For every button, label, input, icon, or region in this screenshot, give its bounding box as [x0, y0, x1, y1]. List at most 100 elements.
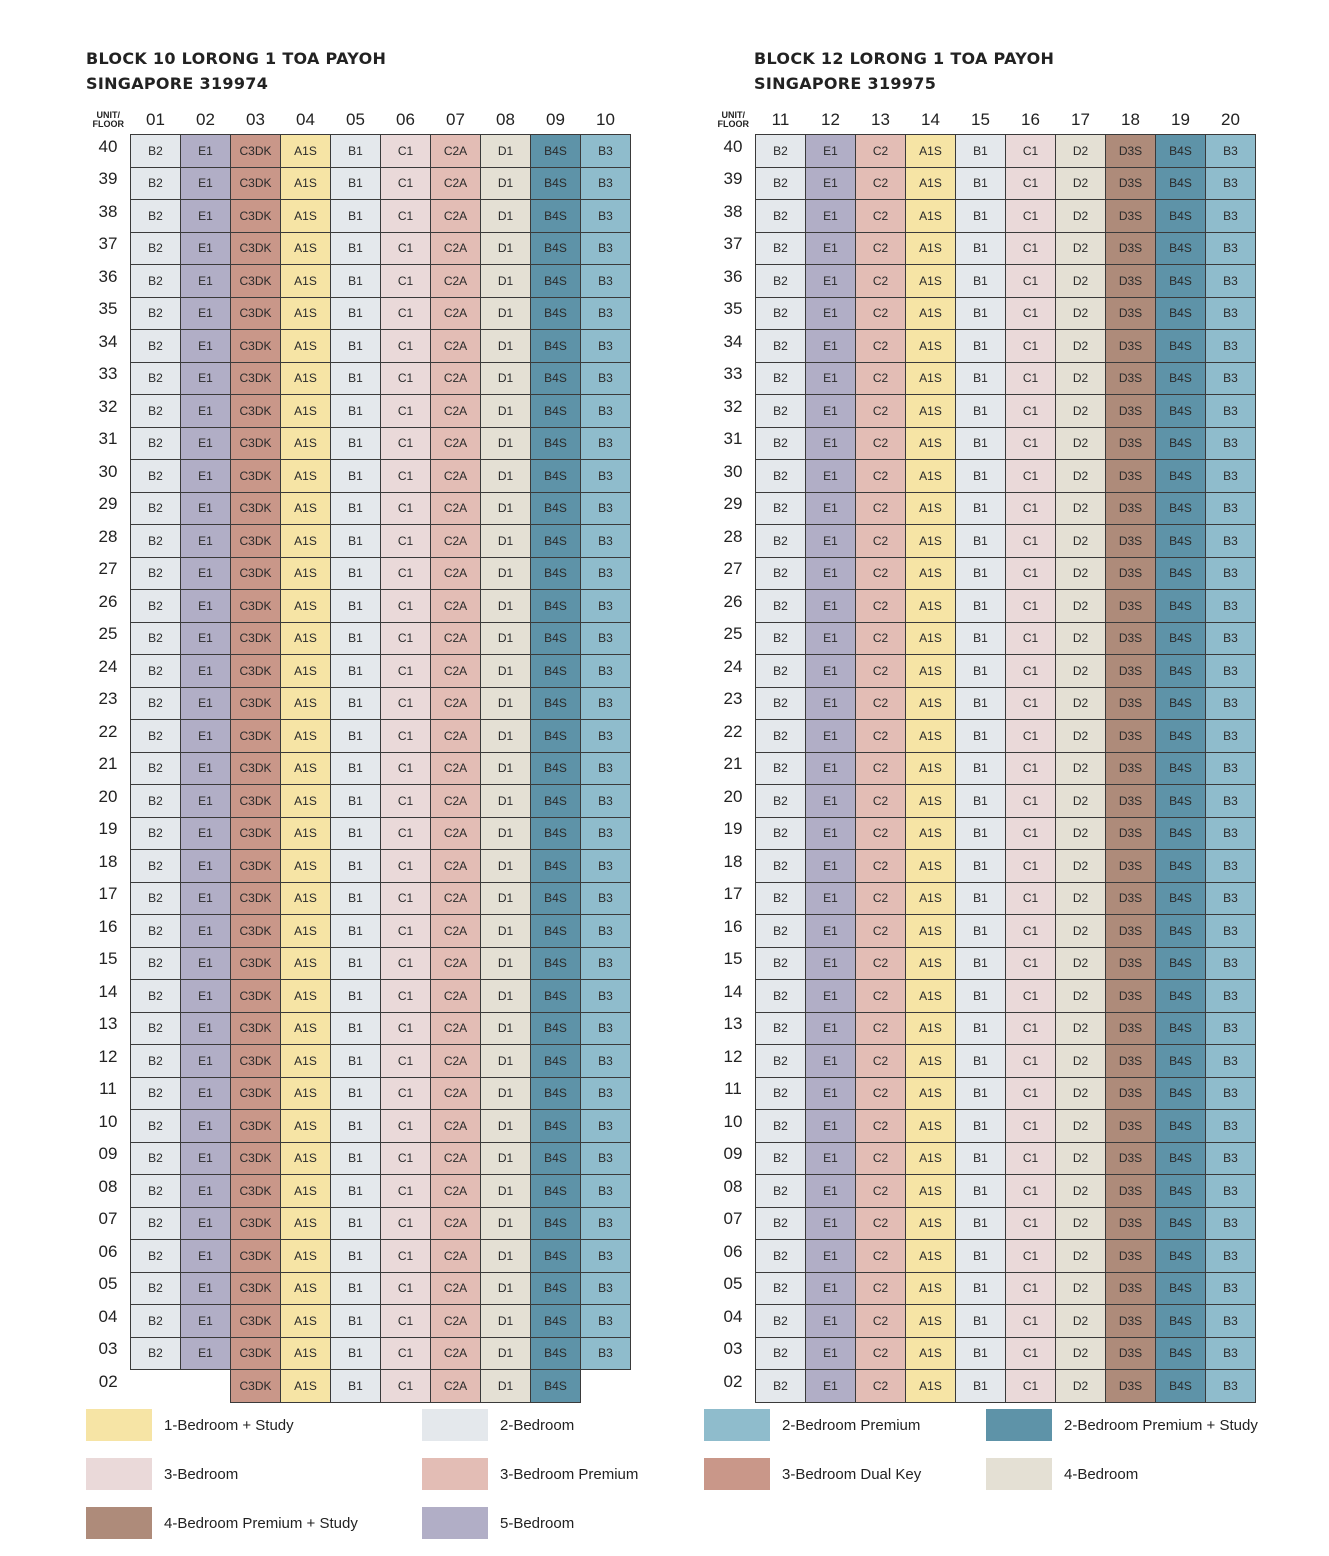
unit-cell[interactable]: D1	[480, 1174, 531, 1208]
unit-cell[interactable]: C1	[1005, 1141, 1056, 1175]
unit-cell[interactable]: E1	[805, 1271, 856, 1305]
unit-cell[interactable]: A1S	[280, 914, 331, 948]
unit-cell[interactable]: D1	[480, 1206, 531, 1240]
unit-cell[interactable]: B1	[330, 1304, 381, 1338]
unit-cell[interactable]: A1S	[280, 264, 331, 298]
unit-cell[interactable]: A1S	[280, 751, 331, 785]
unit-cell[interactable]: B4S	[1155, 751, 1206, 785]
unit-cell[interactable]: D3S	[1105, 556, 1156, 590]
unit-cell[interactable]: C2A	[430, 914, 481, 948]
unit-cell[interactable]: E1	[180, 719, 231, 753]
unit-cell[interactable]: B1	[330, 1239, 381, 1273]
unit-cell[interactable]: E1	[805, 166, 856, 200]
unit-cell[interactable]: C3DK	[230, 686, 281, 720]
unit-cell[interactable]: A1S	[280, 1206, 331, 1240]
unit-cell[interactable]: D2	[1055, 881, 1106, 915]
unit-cell[interactable]: C3DK	[230, 881, 281, 915]
unit-cell[interactable]: D3S	[1105, 459, 1156, 493]
unit-cell[interactable]: D2	[1055, 394, 1106, 428]
unit-cell[interactable]: D2	[1055, 134, 1106, 168]
unit-cell[interactable]: B3	[580, 231, 631, 265]
unit-cell[interactable]: D2	[1055, 914, 1106, 948]
unit-cell[interactable]: B2	[130, 849, 181, 883]
unit-cell[interactable]: B4S	[1155, 361, 1206, 395]
unit-cell[interactable]: D2	[1055, 1271, 1106, 1305]
unit-cell[interactable]: C1	[1005, 751, 1056, 785]
unit-cell[interactable]: C1	[1005, 589, 1056, 623]
unit-cell[interactable]: D2	[1055, 231, 1106, 265]
unit-cell[interactable]: C1	[1005, 686, 1056, 720]
unit-cell[interactable]: B1	[955, 1239, 1006, 1273]
unit-cell[interactable]: B1	[330, 166, 381, 200]
unit-cell[interactable]: E1	[805, 946, 856, 980]
unit-cell[interactable]: B3	[1205, 719, 1256, 753]
unit-cell[interactable]: B1	[955, 1336, 1006, 1370]
unit-cell[interactable]: D3S	[1105, 1141, 1156, 1175]
unit-cell[interactable]: B3	[1205, 784, 1256, 818]
unit-cell[interactable]: E1	[805, 1141, 856, 1175]
unit-cell[interactable]: C1	[380, 459, 431, 493]
unit-cell[interactable]: C2	[855, 1109, 906, 1143]
unit-cell[interactable]: D3S	[1105, 491, 1156, 525]
unit-cell[interactable]: C1	[1005, 394, 1056, 428]
unit-cell[interactable]: C1	[380, 979, 431, 1013]
unit-cell[interactable]: E1	[805, 686, 856, 720]
unit-cell[interactable]: C2	[855, 686, 906, 720]
unit-cell[interactable]: C3DK	[230, 199, 281, 233]
unit-cell[interactable]: E1	[805, 881, 856, 915]
unit-cell[interactable]: D1	[480, 361, 531, 395]
unit-cell[interactable]: B3	[1205, 1044, 1256, 1078]
unit-cell[interactable]: B3	[580, 751, 631, 785]
unit-cell[interactable]: D1	[480, 719, 531, 753]
unit-cell[interactable]: C1	[380, 914, 431, 948]
unit-cell[interactable]: E1	[180, 1141, 231, 1175]
unit-cell[interactable]: B3	[1205, 654, 1256, 688]
unit-cell[interactable]: C2	[855, 134, 906, 168]
unit-cell[interactable]: B1	[955, 524, 1006, 558]
unit-cell[interactable]: D1	[480, 459, 531, 493]
unit-cell[interactable]: E1	[805, 296, 856, 330]
unit-cell[interactable]: A1S	[905, 1239, 956, 1273]
unit-cell[interactable]: B2	[755, 914, 806, 948]
unit-cell[interactable]: C1	[380, 1336, 431, 1370]
unit-cell[interactable]: B2	[130, 556, 181, 590]
unit-cell[interactable]: B1	[330, 329, 381, 363]
unit-cell[interactable]: B3	[580, 1336, 631, 1370]
unit-cell[interactable]: B2	[755, 394, 806, 428]
unit-cell[interactable]: C3DK	[230, 556, 281, 590]
unit-cell[interactable]: C3DK	[230, 329, 281, 363]
unit-cell[interactable]: A1S	[280, 459, 331, 493]
unit-cell[interactable]: B4S	[530, 134, 581, 168]
unit-cell[interactable]: D3S	[1105, 264, 1156, 298]
unit-cell[interactable]: B4S	[530, 849, 581, 883]
unit-cell[interactable]: C2A	[430, 1141, 481, 1175]
unit-cell[interactable]: B4S	[1155, 1239, 1206, 1273]
unit-cell[interactable]: A1S	[280, 784, 331, 818]
unit-cell[interactable]: B1	[330, 1206, 381, 1240]
unit-cell[interactable]: A1S	[280, 589, 331, 623]
unit-cell[interactable]: C1	[1005, 816, 1056, 850]
unit-cell[interactable]: B1	[330, 784, 381, 818]
unit-cell[interactable]: C1	[380, 654, 431, 688]
unit-cell[interactable]: B4S	[530, 979, 581, 1013]
unit-cell[interactable]: D3S	[1105, 1206, 1156, 1240]
unit-cell[interactable]: E1	[805, 1011, 856, 1045]
unit-cell[interactable]: B4S	[530, 329, 581, 363]
unit-cell[interactable]: D1	[480, 199, 531, 233]
unit-cell[interactable]: B1	[330, 946, 381, 980]
unit-cell[interactable]: E1	[180, 264, 231, 298]
unit-cell[interactable]: B4S	[530, 1076, 581, 1110]
unit-cell[interactable]: D3S	[1105, 1369, 1156, 1403]
unit-cell[interactable]: C1	[380, 361, 431, 395]
unit-cell[interactable]: E1	[805, 1174, 856, 1208]
unit-cell[interactable]: D2	[1055, 621, 1106, 655]
unit-cell[interactable]: B2	[130, 881, 181, 915]
unit-cell[interactable]: B3	[1205, 166, 1256, 200]
unit-cell[interactable]: E1	[180, 1304, 231, 1338]
unit-cell[interactable]: B3	[1205, 459, 1256, 493]
unit-cell[interactable]: D1	[480, 654, 531, 688]
unit-cell[interactable]: A1S	[280, 1141, 331, 1175]
unit-cell[interactable]: A1S	[905, 1076, 956, 1110]
unit-cell[interactable]: B1	[330, 1141, 381, 1175]
unit-cell[interactable]: B3	[1205, 1206, 1256, 1240]
